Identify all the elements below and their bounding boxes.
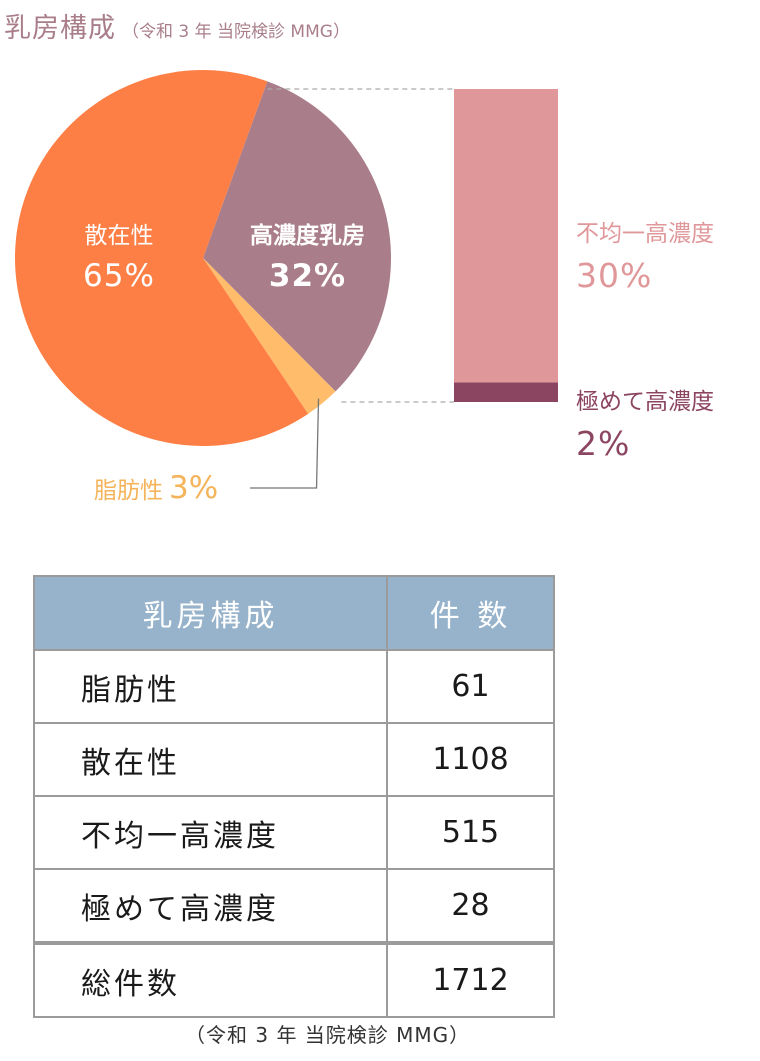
label-sanzaisei-name: 散在性 [84, 223, 154, 249]
label-heterogeneous: 不均一高濃度 30% [576, 214, 714, 295]
table-row: 脂肪性 61 [33, 649, 555, 724]
label-extreme-name: 極めて高濃度 [576, 389, 714, 415]
bar-segment-heterogeneous [454, 89, 558, 383]
table-header-row: 乳房構成 件 数 [33, 575, 555, 651]
table-cell-count: 1108 [386, 722, 555, 797]
footnote: （令和 3 年 当院検診 MMG） [185, 1023, 471, 1047]
table-total-count: 1712 [386, 941, 555, 1018]
table-header-count: 件 数 [386, 575, 555, 651]
chart-area [14, 69, 558, 489]
label-heterogeneous-pct: 30% [576, 256, 653, 295]
label-extreme-pct: 2% [576, 424, 631, 463]
table-cell-category: 不均一高濃度 [33, 795, 388, 870]
title-subtitle: （令和 3 年 当院検診 MMG） [122, 22, 350, 42]
label-sanzaisei: 散在性 65% [64, 216, 174, 294]
table-row: 極めて高濃度 28 [33, 868, 555, 944]
chart-title: 乳房構成 （令和 3 年 当院検診 MMG） [4, 6, 350, 45]
label-dense: 高濃度乳房 32% [225, 216, 390, 294]
table-cell-count: 28 [386, 868, 555, 944]
pie-slice-dense [203, 81, 391, 392]
table-cell-count: 61 [386, 649, 555, 724]
table-total-label: 総件数 [33, 941, 388, 1018]
fatty-leader-line [250, 398, 320, 489]
table-cell-count: 515 [386, 795, 555, 870]
composition-table: 乳房構成 件 数 脂肪性 61 散在性 1108 不均一高濃度 515 極めて高… [33, 575, 555, 1018]
table-row: 散在性 1108 [33, 722, 555, 797]
pie-slice-scattered [14, 69, 309, 447]
table-cell-category: 極めて高濃度 [33, 868, 388, 944]
table-cell-category: 散在性 [33, 722, 388, 797]
pie-slice-fatty [203, 258, 336, 414]
label-heterogeneous-name: 不均一高濃度 [576, 221, 714, 247]
label-fatty-name: 脂肪性 [94, 478, 163, 504]
label-dense-name: 高濃度乳房 [250, 223, 365, 249]
bar-segment-extreme [454, 382, 558, 402]
label-extreme: 極めて高濃度 2% [576, 382, 714, 463]
table-cell-category: 脂肪性 [33, 649, 388, 724]
label-fatty-pct: 3% [169, 470, 219, 506]
table-header-composition: 乳房構成 [33, 575, 388, 651]
label-sanzaisei-pct: 65% [83, 258, 155, 294]
label-dense-pct: 32% [268, 258, 347, 294]
title-main: 乳房構成 [4, 13, 116, 44]
table-row: 不均一高濃度 515 [33, 795, 555, 870]
table-total-row: 総件数 1712 [33, 941, 555, 1018]
label-fatty: 脂肪性 3% [94, 470, 218, 506]
